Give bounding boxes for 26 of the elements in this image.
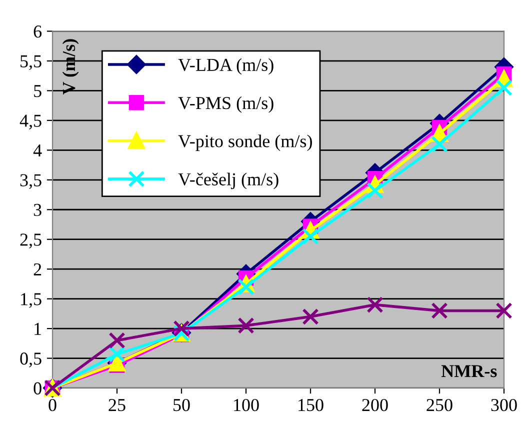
y-tick-label: 1,5 xyxy=(21,293,42,308)
x-tick-label: 0 xyxy=(48,398,56,412)
y-tick-label: 2,5 xyxy=(20,234,42,248)
y-tick-label: 3 xyxy=(34,204,42,216)
y-tick-label: 5 xyxy=(34,85,42,98)
x-tick-label: 100 xyxy=(234,398,259,412)
y-tick-label: 4,5 xyxy=(20,114,42,130)
y-tick-label: 2 xyxy=(34,263,42,276)
x-tick-label: 25 xyxy=(108,399,126,412)
legend-label: V-pito sonde (m/s) xyxy=(178,134,312,151)
y-tick-label: 3,5 xyxy=(20,174,42,189)
x-tick-label: 300 xyxy=(491,398,517,412)
y-tick-label: 6 xyxy=(34,26,42,38)
legend-label: V-LDA (m/s) xyxy=(178,58,274,75)
y-tick-label: 5,5 xyxy=(20,55,42,70)
y-tick-label: 4 xyxy=(33,144,42,156)
x-tick-label: 50 xyxy=(174,398,190,412)
x-tick-label: 250 xyxy=(426,398,452,412)
legend-label: V-češelj (m/s) xyxy=(178,172,278,190)
legend-label: V-PMS (m/s) xyxy=(178,96,274,113)
x-tick-label: 200 xyxy=(362,398,388,412)
x-axis-title: NMR-s xyxy=(441,365,497,378)
y-tick-label: 0 xyxy=(34,382,42,394)
x-tick-label: 150 xyxy=(298,398,324,412)
y-tick-label: 1 xyxy=(34,322,41,335)
y-tick-label: 0,5 xyxy=(20,352,42,368)
